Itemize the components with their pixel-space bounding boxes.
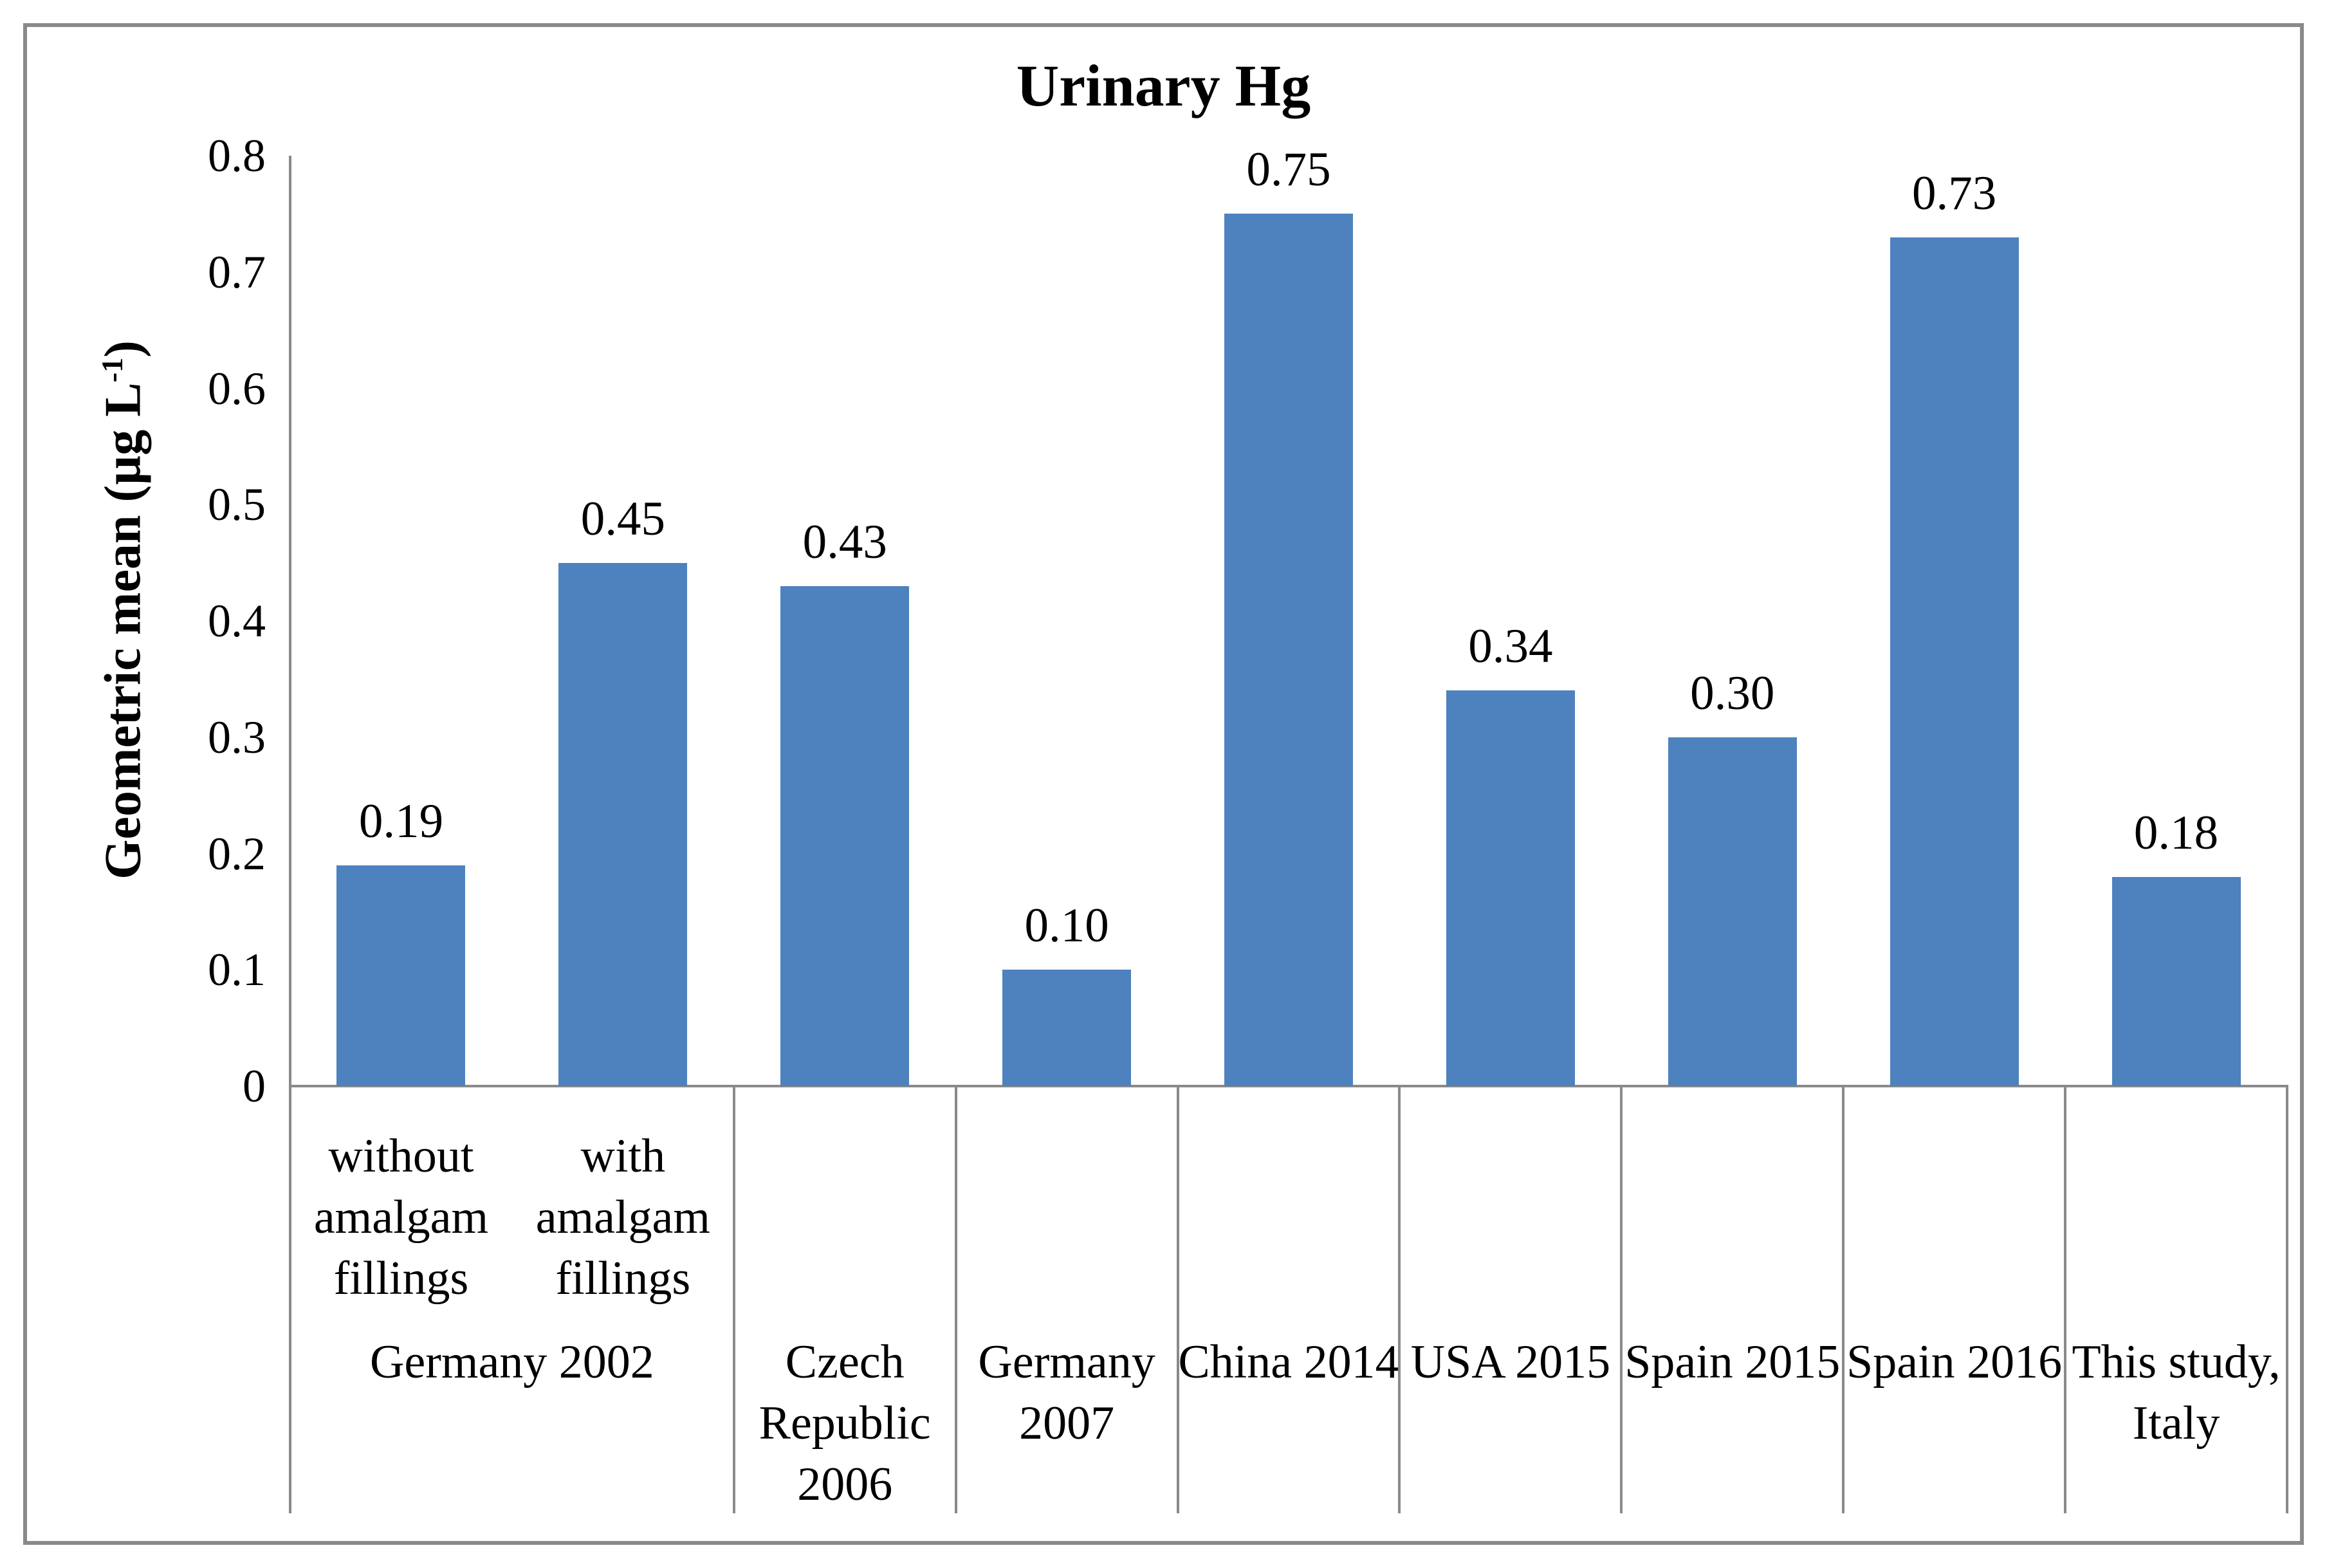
category-group-label: Spain 2015 <box>1624 1336 1841 1388</box>
category-separator-line <box>1176 1086 1179 1513</box>
bar-value-label: 0.10 <box>1024 899 1109 953</box>
bar <box>1890 237 2019 1086</box>
category-group-label: This study, Italy <box>2072 1336 2281 1450</box>
y-axis-title-close-paren: ) <box>95 340 152 358</box>
category-group-label: USA 2015 <box>1410 1336 1611 1388</box>
y-tick-label: 0.7 <box>208 246 266 298</box>
y-tick-label: 0.3 <box>208 711 266 763</box>
bar <box>1224 214 1353 1086</box>
bar <box>558 562 688 1086</box>
category-separator-line <box>2064 1086 2067 1513</box>
y-tick-label: 0.1 <box>208 944 266 996</box>
category-separator-line <box>732 1086 735 1513</box>
bar-value-label: 0.75 <box>1246 143 1331 197</box>
y-axis-line <box>289 156 291 1513</box>
bar-value-label: 0.45 <box>580 492 665 546</box>
category-group-label: Czech Republic 2006 <box>759 1336 931 1511</box>
y-tick-label: 0.2 <box>208 827 266 880</box>
bar <box>1668 737 1797 1086</box>
bar <box>1446 690 1575 1086</box>
bar-value-label: 0.30 <box>1690 666 1775 720</box>
y-tick-label: 0.5 <box>208 479 266 531</box>
category-separator-line <box>1398 1086 1401 1513</box>
y-tick-label: 0.8 <box>208 130 266 181</box>
bar <box>1002 970 1132 1086</box>
bar <box>2111 876 2241 1086</box>
y-tick-label: 0 <box>243 1060 266 1112</box>
category-separator-line <box>954 1086 957 1513</box>
category-separator-line <box>1620 1086 1623 1513</box>
category-sub-label: with amalgam fillings <box>535 1130 710 1305</box>
bar <box>336 865 466 1086</box>
category-group-label: Spain 2016 <box>1846 1336 2063 1388</box>
category-separator-line <box>2286 1086 2288 1513</box>
chart-title: Urinary Hg <box>1016 53 1311 118</box>
y-tick-label: 0.4 <box>208 595 266 647</box>
category-group-label: Germany 2007 <box>978 1336 1155 1450</box>
bar-value-label: 0.43 <box>802 515 887 569</box>
category-sub-label: without amalgam fillings <box>313 1130 489 1305</box>
bar-value-label: 0.18 <box>2133 806 2219 860</box>
category-separator-line <box>1842 1086 1845 1513</box>
y-tick-label: 0.6 <box>208 362 266 414</box>
x-axis-line <box>289 1085 2288 1087</box>
category-group-label: Germany 2002 <box>369 1336 654 1388</box>
bar-value-label: 0.34 <box>1468 620 1553 674</box>
chart-outer-border <box>23 23 2304 1545</box>
bar <box>780 586 910 1086</box>
bar-value-label: 0.73 <box>1912 166 1997 220</box>
bar-value-label: 0.19 <box>358 794 444 848</box>
category-group-label: China 2014 <box>1178 1336 1399 1388</box>
